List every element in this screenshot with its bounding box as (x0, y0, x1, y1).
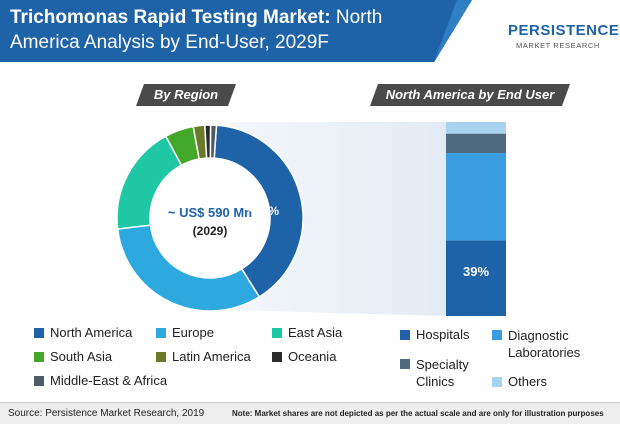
legend-label-line2: Clinics (416, 374, 455, 389)
legend-label: South Asia (50, 349, 113, 364)
donut-center-year: (2029) (192, 224, 228, 238)
legend-label: Specialty Clinics (416, 356, 469, 390)
donut-center-value: ~ US$ 590 Mn (167, 205, 253, 220)
legend-item-north-america: North America (34, 325, 132, 340)
legend-label: North America (50, 325, 133, 340)
legend-label-line1: Specialty (416, 357, 469, 372)
title-bold: Trichomonas Rapid Testing Market: (10, 7, 331, 28)
legend-item-east-asia: East Asia (272, 325, 342, 340)
legend-label: Hospitals (416, 327, 470, 342)
legend-label: Others (508, 374, 548, 389)
by-region-tag: By Region (136, 84, 236, 106)
legend-item-south-asia: South Asia (34, 349, 112, 364)
legend-swatch (156, 328, 166, 338)
legend-swatch (34, 328, 44, 338)
legend-swatch (34, 376, 44, 386)
hospitals-share-label: 39% (462, 264, 490, 279)
bar-segment-others (446, 122, 506, 134)
legend-swatch (272, 328, 282, 338)
legend-item-diagnostic-laboratories: Diagnostic Laboratories (492, 327, 580, 361)
company-logo: PERSISTENCE MARKET RESEARCH (504, 16, 619, 52)
legend-item-europe: Europe (156, 325, 214, 340)
donut-slice-middle-east-africa (209, 124, 218, 159)
na-end-user-tag: North America by End User (370, 84, 570, 106)
legend-label: Middle-East & Africa (50, 373, 168, 388)
legend-label: East Asia (288, 325, 343, 340)
north-america-share-label: ~40% (248, 204, 280, 218)
logo-main-text: PERSISTENCE (508, 22, 620, 39)
title-banner (0, 0, 472, 62)
legend-item-oceania: Oceania (272, 349, 336, 364)
legend-item-latin-america: Latin America (156, 349, 251, 364)
legend-swatch (492, 330, 502, 340)
donut-slice-europe (116, 224, 261, 312)
legend-swatch (156, 352, 166, 362)
region-donut (116, 124, 304, 312)
note-text: Note: Market shares are not depicted as … (232, 409, 604, 418)
bar-segment-hospitals (446, 240, 506, 316)
donut-hole (151, 159, 269, 277)
legend-label-line1: Diagnostic (508, 328, 569, 343)
legend-item-specialty-clinics: Specialty Clinics (400, 356, 469, 390)
donut-slice-north-america (213, 124, 304, 298)
page-title: Trichomonas Rapid Testing Market: North … (10, 5, 450, 55)
logo-sub-text: MARKET RESEARCH (516, 41, 600, 50)
source-text: Source: Persistence Market Research, 201… (8, 408, 205, 419)
legend-item-hospitals: Hospitals (400, 327, 469, 342)
legend-label: Latin America (172, 349, 251, 364)
legend-label-line2: Laboratories (508, 345, 581, 360)
legend-swatch (400, 330, 410, 340)
legend-swatch (272, 352, 282, 362)
end-user-stacked-bar (446, 122, 506, 316)
legend-swatch (34, 352, 44, 362)
legend-label: Oceania (288, 349, 337, 364)
title-rest: North America Analysis by End-User, 2029… (10, 7, 383, 53)
footer: Source: Persistence Market Research, 201… (0, 402, 620, 424)
legend-swatch (492, 377, 502, 387)
bar-segment-diagnostic-laboratories (446, 153, 506, 241)
legend-swatch (400, 359, 410, 369)
legend-label: Diagnostic Laboratories (508, 327, 580, 361)
legend-item-middle-east-africa: Middle-East & Africa (34, 373, 167, 388)
legend-label: Europe (172, 325, 214, 340)
legend-item-others: Others (492, 374, 547, 389)
bar-segment-specialty-clinics (446, 133, 506, 154)
